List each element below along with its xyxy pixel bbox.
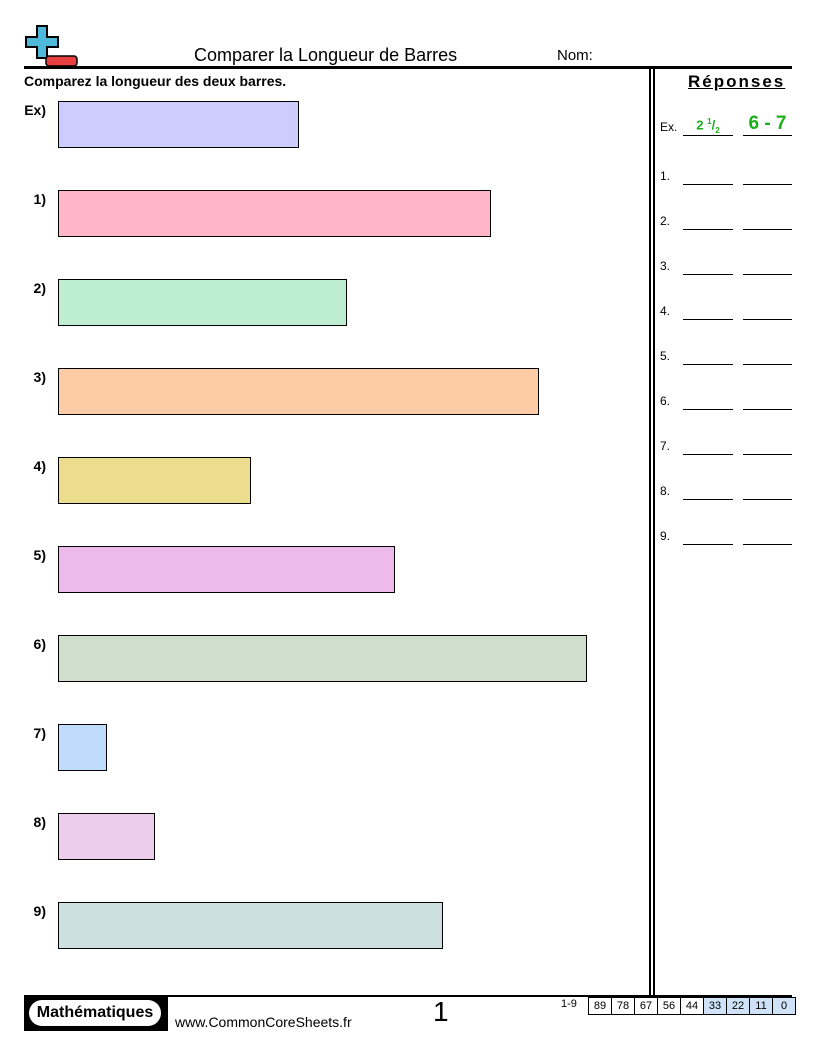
answer-blank[interactable]	[743, 409, 792, 410]
answer-blank[interactable]	[743, 499, 792, 500]
site-url[interactable]: www.CommonCoreSheets.fr	[175, 1014, 352, 1030]
bar	[58, 635, 587, 682]
page-title: Comparer la Longueur de Barres	[194, 45, 458, 65]
question-label: 5)	[33, 547, 46, 563]
brand-label: Mathématiques	[29, 1000, 161, 1026]
whole: 2	[696, 117, 704, 133]
score-cell: 44	[680, 998, 703, 1014]
bar	[58, 279, 347, 326]
bar	[58, 190, 491, 237]
bar	[58, 368, 539, 415]
question-label: 4)	[33, 458, 46, 474]
answer-number: 7.	[660, 439, 671, 453]
question-label: 6)	[33, 636, 46, 652]
bar	[58, 546, 395, 593]
answer-number: 3.	[660, 259, 671, 273]
question-label: 9)	[33, 903, 46, 919]
answer-row: 4.	[660, 300, 795, 320]
answer-number: 1.	[660, 169, 671, 183]
score-cell: 22	[726, 998, 749, 1014]
numerator: 1	[707, 117, 712, 127]
answer-number: 4.	[660, 304, 671, 318]
bar	[58, 724, 107, 771]
answer-blank[interactable]	[683, 544, 733, 545]
score-cell: 33	[703, 998, 726, 1014]
score-cell: 56	[657, 998, 680, 1014]
answer-blank[interactable]	[683, 454, 733, 455]
answer-row: 9.	[660, 525, 795, 545]
instructions: Comparez la longueur des deux barres.	[24, 73, 287, 89]
question-label: 8)	[33, 814, 46, 830]
score-table: 89 78 67 56 44 33 22 11 0	[588, 997, 796, 1015]
score-cell: 11	[749, 998, 772, 1014]
answer-blank[interactable]	[683, 499, 733, 500]
answer-row: 5.	[660, 345, 795, 365]
column-divider	[649, 69, 651, 996]
answer-blank[interactable]	[743, 454, 792, 455]
answer-number: Ex.	[660, 120, 678, 134]
question-label: 7)	[33, 725, 46, 741]
answer-blank[interactable]	[743, 274, 792, 275]
answer-blank[interactable]	[683, 364, 733, 365]
answer-blank[interactable]	[743, 319, 792, 320]
bar	[58, 902, 443, 949]
answer-row: 6.	[660, 390, 795, 410]
score-cell: 67	[634, 998, 657, 1014]
column-divider	[653, 69, 655, 996]
example-answer-fraction: 2 1/2	[683, 117, 733, 136]
bar	[58, 813, 155, 860]
answer-blank[interactable]	[743, 364, 792, 365]
plus-minus-logo-icon	[25, 25, 78, 67]
answer-blank[interactable]	[683, 274, 733, 275]
answer-blank[interactable]	[683, 319, 733, 320]
answer-row: 3.	[660, 255, 795, 275]
answer-number: 6.	[660, 394, 671, 408]
score-cell: 89	[593, 1000, 607, 1012]
answer-number: 5.	[660, 349, 671, 363]
name-label: Nom:	[557, 47, 593, 64]
answer-row: 8.	[660, 480, 795, 500]
question-label: 3)	[33, 369, 46, 385]
answer-row: 1.	[660, 165, 795, 185]
score-cell: 78	[611, 998, 634, 1014]
example-answer-range: 6 - 7	[743, 113, 792, 136]
answer-row: 2.	[660, 210, 795, 230]
bar	[58, 457, 251, 504]
footer-divider	[24, 995, 792, 997]
answer-blank[interactable]	[683, 409, 733, 410]
answers-title: Réponses	[688, 72, 786, 91]
bar	[58, 101, 299, 148]
question-label: Ex)	[24, 102, 46, 118]
answer-blank[interactable]	[683, 229, 733, 230]
question-label: 2)	[33, 280, 46, 296]
answer-number: 8.	[660, 484, 671, 498]
denominator: 2	[715, 126, 720, 135]
answer-row: 7.	[660, 435, 795, 455]
answer-blank[interactable]	[683, 184, 733, 185]
score-range: 1-9	[561, 998, 577, 1010]
score-cell: 0	[772, 998, 795, 1014]
answer-row-example: Ex. 2 1/2 6 - 7	[660, 113, 795, 136]
answer-blank[interactable]	[743, 229, 792, 230]
answer-number: 9.	[660, 529, 671, 543]
answer-number: 2.	[660, 214, 671, 228]
answer-blank[interactable]	[743, 544, 792, 545]
header-divider	[24, 66, 792, 69]
answer-blank[interactable]	[743, 184, 792, 185]
page-number: 1	[433, 996, 449, 1027]
question-label: 1)	[33, 191, 46, 207]
